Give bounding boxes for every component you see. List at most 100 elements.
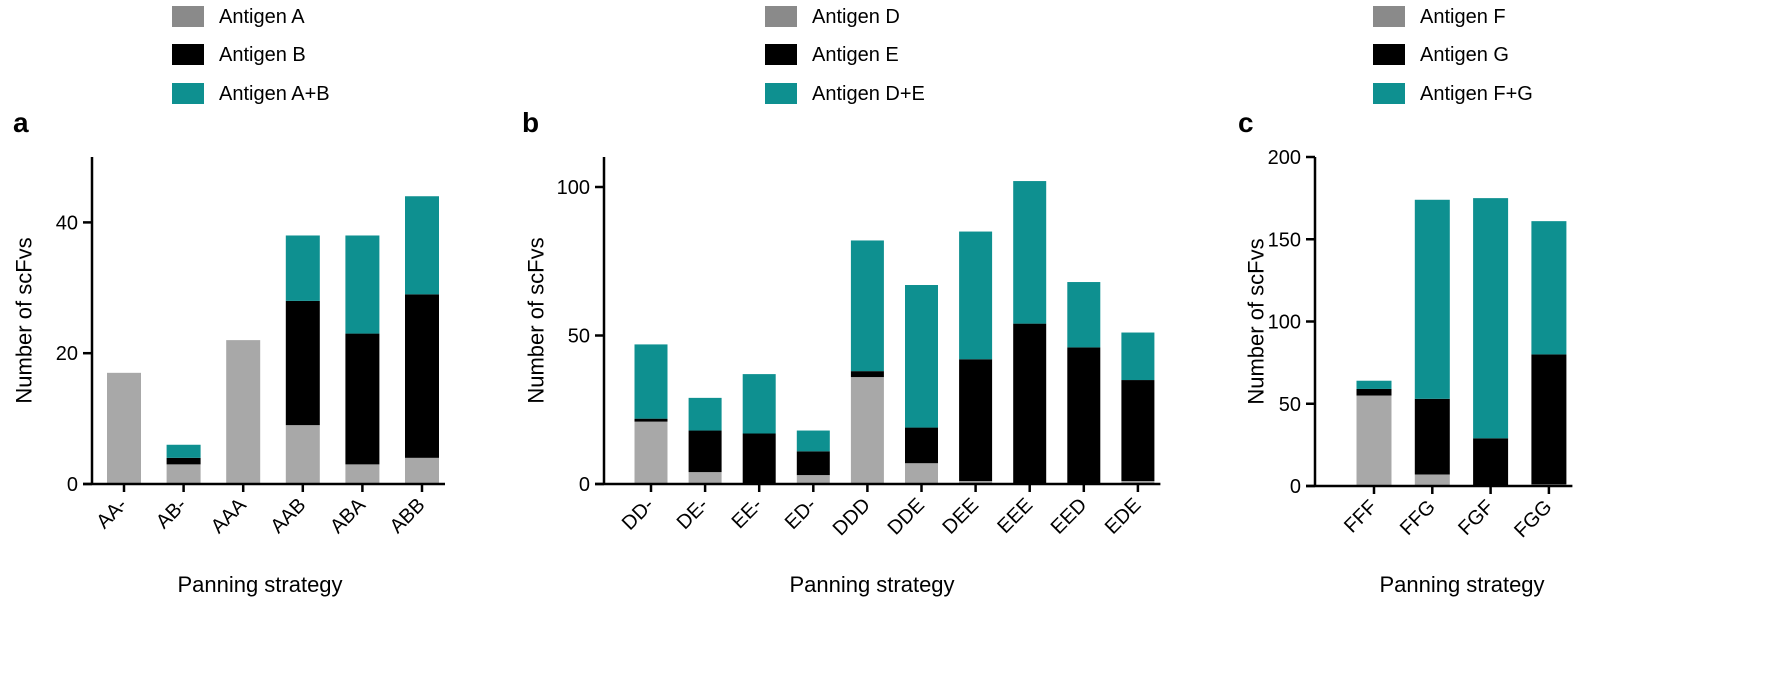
y-tick-label-c-2: 100 bbox=[1268, 312, 1301, 334]
legend-label-a-2: Antigen A+B bbox=[219, 83, 330, 105]
legend-swatch-b-1 bbox=[765, 44, 797, 65]
bar-b-DEE-0 bbox=[959, 481, 993, 484]
bar-b-DE--2 bbox=[688, 397, 722, 431]
panel-c: Antigen F Antigen G Antigen F+G c FFF FFG FGF F… bbox=[1238, 6, 1573, 597]
bar-b-DDD-0 bbox=[850, 377, 884, 484]
bar-b-DD--0 bbox=[634, 421, 668, 484]
y-axis-title-c: Number of scFvs bbox=[1244, 238, 1269, 404]
panel-letter-a: a bbox=[13, 107, 29, 138]
y-tick-label-c-0: 0 bbox=[1290, 476, 1301, 498]
legend-label-b-0: Antigen D bbox=[812, 6, 900, 28]
bar-c-FGG-2 bbox=[1531, 221, 1567, 355]
y-axis-title-b: Number of scFvs bbox=[524, 237, 549, 403]
bar-b-EE--2 bbox=[742, 374, 776, 434]
bar-a-ABA-0 bbox=[345, 464, 380, 484]
y-tick-label-a-2: 40 bbox=[56, 212, 78, 234]
bar-a-AAB-2 bbox=[285, 235, 320, 301]
bar-b-DEE-2 bbox=[959, 231, 993, 360]
bar-a-ABB-0 bbox=[405, 457, 439, 484]
x-tick-label-c-3: FGG bbox=[1510, 496, 1556, 542]
bar-c-FGF-2 bbox=[1473, 198, 1509, 439]
bar-a-ABB-1 bbox=[405, 294, 439, 458]
x-tick-label-b-1: DE- bbox=[673, 494, 713, 534]
x-tick-label-a-0: AA- bbox=[92, 494, 131, 533]
bar-b-ED--0 bbox=[796, 475, 830, 484]
x-tick-label-c-1: FFG bbox=[1396, 496, 1440, 540]
bar-c-FGG-1 bbox=[1531, 354, 1567, 485]
x-tick-label-a-4: ABA bbox=[326, 494, 370, 538]
bar-a-AAA-0 bbox=[226, 340, 261, 484]
panel-b: Antigen D Antigen E Antigen D+E b DD- DE- EE- E… bbox=[522, 6, 1161, 597]
bar-a-AAB-0 bbox=[285, 425, 320, 484]
bar-b-DD--2 bbox=[634, 344, 668, 419]
x-axis-title-b: Panning strategy bbox=[789, 572, 954, 597]
bar-b-EEE-1 bbox=[1013, 323, 1047, 484]
panel-letter-c: c bbox=[1238, 107, 1254, 138]
bar-c-FFF-1 bbox=[1356, 388, 1392, 396]
x-tick-label-a-3: AAB bbox=[266, 494, 310, 538]
legend-label-a-1: Antigen B bbox=[219, 44, 306, 66]
legend-swatch-c-2 bbox=[1373, 83, 1405, 104]
bar-a-AB--0 bbox=[166, 464, 201, 484]
bar-b-DE--1 bbox=[688, 430, 722, 473]
bar-b-DDE-2 bbox=[905, 285, 938, 428]
bar-b-ED--1 bbox=[796, 451, 830, 476]
legend-swatch-c-0 bbox=[1373, 6, 1405, 27]
x-tick-label-b-8: EED bbox=[1047, 494, 1092, 539]
bar-c-FFG-2 bbox=[1414, 199, 1450, 399]
bar-c-FFG-0 bbox=[1414, 474, 1450, 486]
panel-letter-b: b bbox=[522, 107, 539, 138]
bar-b-EED-1 bbox=[1067, 347, 1101, 484]
legend-label-b-2: Antigen D+E bbox=[812, 83, 925, 105]
legend-swatch-b-0 bbox=[765, 6, 797, 27]
bar-b-EE--1 bbox=[742, 433, 776, 484]
bar-b-EED-2 bbox=[1067, 282, 1101, 348]
bar-b-DDD-1 bbox=[850, 371, 884, 378]
x-tick-label-a-5: ABB bbox=[386, 494, 430, 538]
bar-a-ABB-2 bbox=[405, 196, 439, 295]
y-tick-label-b-1: 50 bbox=[568, 326, 590, 348]
x-tick-label-b-2: EE- bbox=[728, 494, 767, 533]
x-tick-label-b-6: DEE bbox=[938, 494, 983, 539]
x-axis-title-c: Panning strategy bbox=[1379, 572, 1544, 597]
y-tick-label-c-4: 200 bbox=[1268, 147, 1301, 169]
legend-label-c-1: Antigen G bbox=[1420, 44, 1509, 66]
x-tick-label-b-9: EDE bbox=[1101, 494, 1146, 539]
x-tick-label-b-5: DDE bbox=[884, 494, 929, 539]
y-tick-label-c-3: 150 bbox=[1268, 229, 1301, 251]
bar-b-EEE-2 bbox=[1013, 181, 1047, 324]
legend-label-a-0: Antigen A bbox=[219, 6, 305, 28]
x-tick-label-b-4: DDD bbox=[829, 494, 875, 540]
bar-a-AAB-1 bbox=[285, 300, 320, 426]
y-axis-title-a: Number of scFvs bbox=[12, 237, 37, 403]
bar-b-EDE-2 bbox=[1121, 332, 1155, 381]
y-tick-label-a-0: 0 bbox=[67, 474, 78, 496]
y-tick-label-c-1: 50 bbox=[1279, 394, 1301, 416]
panel-a: Antigen A Antigen B Antigen A+B a AA- AB- AAA A… bbox=[12, 6, 445, 597]
bar-c-FFF-2 bbox=[1356, 380, 1392, 389]
x-tick-label-b-7: EEE bbox=[993, 494, 1037, 538]
bar-b-EDE-0 bbox=[1121, 481, 1155, 484]
x-axis-title-a: Panning strategy bbox=[177, 572, 342, 597]
bar-a-AB--1 bbox=[166, 457, 201, 465]
bar-b-DDD-2 bbox=[850, 240, 884, 372]
y-tick-label-b-2: 100 bbox=[557, 177, 590, 199]
bar-b-DEE-1 bbox=[959, 359, 993, 482]
bar-a-ABA-1 bbox=[345, 333, 380, 465]
legend-swatch-b-2 bbox=[765, 83, 797, 104]
x-tick-label-c-0: FFF bbox=[1340, 496, 1381, 537]
legend-label-b-1: Antigen E bbox=[812, 44, 899, 66]
bar-b-DD--1 bbox=[634, 418, 668, 422]
x-tick-label-a-1: AB- bbox=[152, 494, 191, 533]
x-tick-label-b-3: ED- bbox=[781, 494, 821, 534]
bar-a-AB--2 bbox=[166, 444, 201, 458]
bar-b-EDE-1 bbox=[1121, 380, 1155, 482]
x-tick-label-b-0: DD- bbox=[618, 494, 659, 535]
legend-label-c-2: Antigen F+G bbox=[1420, 83, 1533, 105]
bar-b-DDE-0 bbox=[905, 463, 938, 484]
legend-label-c-0: Antigen F bbox=[1420, 6, 1506, 28]
bar-b-DDE-1 bbox=[905, 427, 938, 464]
legend-swatch-a-0 bbox=[172, 6, 204, 27]
x-tick-label-a-2: AAA bbox=[207, 494, 251, 538]
